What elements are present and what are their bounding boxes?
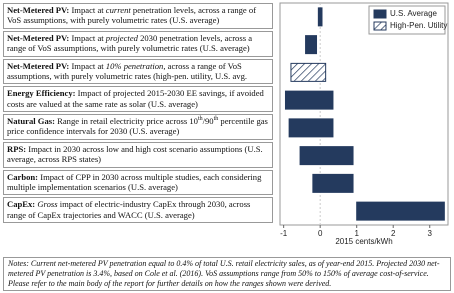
row-text: penetration levels, across a range of Vo…: [7, 5, 257, 26]
row-text: th: [197, 116, 203, 123]
row-title: RPS:: [7, 143, 27, 154]
range-bar: [305, 35, 318, 55]
row-title: Net-Metered PV:: [7, 5, 70, 15]
row-text: Range in retail electricity price across…: [57, 116, 198, 126]
row-title: Carbon:: [7, 171, 39, 182]
row-title: Net-Metered PV:: [7, 60, 70, 71]
row-text: , across a range of VoS assumptions, wit…: [7, 60, 248, 84]
row-text: projected: [105, 32, 138, 43]
x-tick-label: 1: [354, 229, 359, 238]
row-title: Energy Efficiency:: [7, 88, 76, 99]
row-text: impact of electric-industry CapEx throug…: [7, 199, 251, 220]
legend-swatch: [373, 21, 387, 31]
x-tick-label: 3: [428, 229, 433, 238]
row-text: Impact of projected 2015-2030 EE savings…: [7, 88, 264, 109]
row-label: Natural Gas: Range in retail electricity…: [3, 114, 273, 140]
row-label: Carbon: Impact of CPP in 2030 across mul…: [3, 169, 273, 196]
row-text: Impact at: [71, 60, 106, 71]
row-label: Energy Efficiency: Impact of projected 2…: [3, 86, 273, 112]
row-text: 2030 penetration levels, across a range …: [7, 32, 253, 54]
legend-swatch: [373, 9, 387, 19]
range-bar: [290, 62, 327, 82]
range-bar: [284, 90, 334, 110]
row-text: /90: [202, 116, 214, 126]
row-label: Net-Metered PV: Impact at current penetr…: [3, 3, 273, 29]
range-bar: [299, 146, 354, 166]
row-label: Net-Metered PV: Impact at 10% penetratio…: [3, 58, 273, 85]
row-text: Impact of CPP in 2030 across multiple st…: [7, 171, 262, 192]
row-text: Gross: [37, 199, 58, 210]
legend-label: High-Pen. Utility: [390, 21, 447, 30]
x-tick-label: 0: [318, 229, 323, 238]
chart: 2015 cents/kWh -1 0 1 2 3 U.S. Average High-Pe…: [279, 2, 449, 246]
row-title: Net-Metered PV:: [7, 32, 70, 43]
row-label: CapEx: Gross impact of electric-industry…: [3, 197, 273, 223]
row-text: percentile gas price confidence interval…: [7, 116, 268, 137]
row-title: Natural Gas:: [7, 116, 55, 126]
row-title: CapEx:: [7, 199, 36, 210]
range-bar: [312, 173, 354, 193]
x-tick-label: 2: [391, 229, 396, 238]
row-text: Impact at: [71, 5, 106, 15]
range-bar: [317, 7, 323, 27]
row-text: Impact in 2030 across low and high cost …: [7, 143, 263, 165]
x-axis-label: 2015 cents/kWh: [335, 237, 392, 246]
row-text: 10% penetration: [105, 60, 164, 71]
row-label: RPS: Impact in 2030 across low and high …: [3, 141, 273, 168]
row-text: current: [105, 5, 131, 15]
row-label: Net-Metered PV: Impact at projected 2030…: [3, 30, 273, 57]
row-text: th: [213, 116, 219, 123]
row-text: Impact at: [71, 32, 106, 43]
legend-label: U.S. Average: [390, 9, 438, 18]
range-bar: [288, 118, 334, 138]
range-bar: [356, 201, 445, 221]
notes: Notes: Current net-metered PV penetratio…: [3, 257, 451, 291]
x-tick-label: -1: [280, 229, 288, 238]
plot-frame: [279, 2, 449, 226]
